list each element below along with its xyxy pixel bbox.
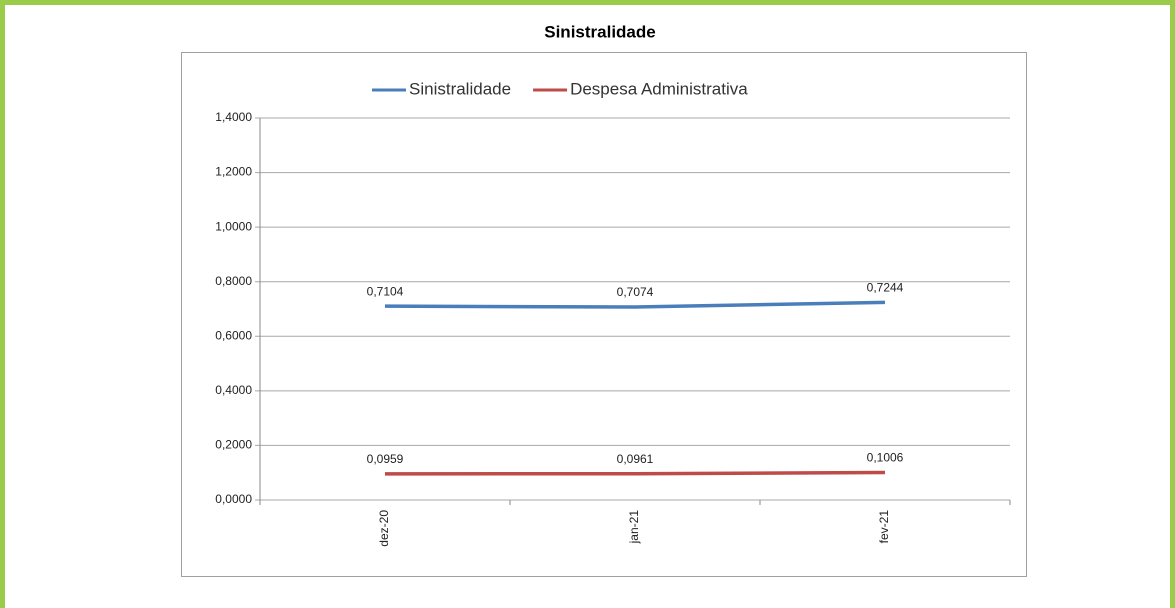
chart-frame xyxy=(181,52,1027,577)
y-tick-label: 0,0000 xyxy=(215,492,252,506)
y-tick-label: 0,2000 xyxy=(215,438,252,452)
x-tick-label: jan-21 xyxy=(627,510,641,545)
y-tick-label: 1,0000 xyxy=(215,219,252,233)
x-tick-label: fev-21 xyxy=(877,510,891,544)
data-label: 0,7244 xyxy=(867,281,904,295)
y-tick-label: 0,6000 xyxy=(215,328,252,342)
series-line xyxy=(384,470,886,476)
y-tick-label: 1,2000 xyxy=(215,165,252,179)
data-label: 0,1006 xyxy=(867,451,904,465)
data-label: 0,0961 xyxy=(617,452,654,466)
data-label: 0,7074 xyxy=(617,285,654,299)
data-label: 0,0959 xyxy=(367,452,404,466)
y-tick-label: 1,4000 xyxy=(215,110,252,124)
legend-label: Sinistralidade xyxy=(409,79,511,98)
y-tick-label: 0,4000 xyxy=(215,383,252,397)
data-label: 0,7104 xyxy=(367,284,404,298)
legend-label: Despesa Administrativa xyxy=(570,79,748,98)
x-tick-label: dez-20 xyxy=(377,510,391,547)
chart-title: Sinistralidade xyxy=(544,22,655,41)
y-tick-label: 0,8000 xyxy=(215,274,252,288)
series-line xyxy=(384,300,886,309)
